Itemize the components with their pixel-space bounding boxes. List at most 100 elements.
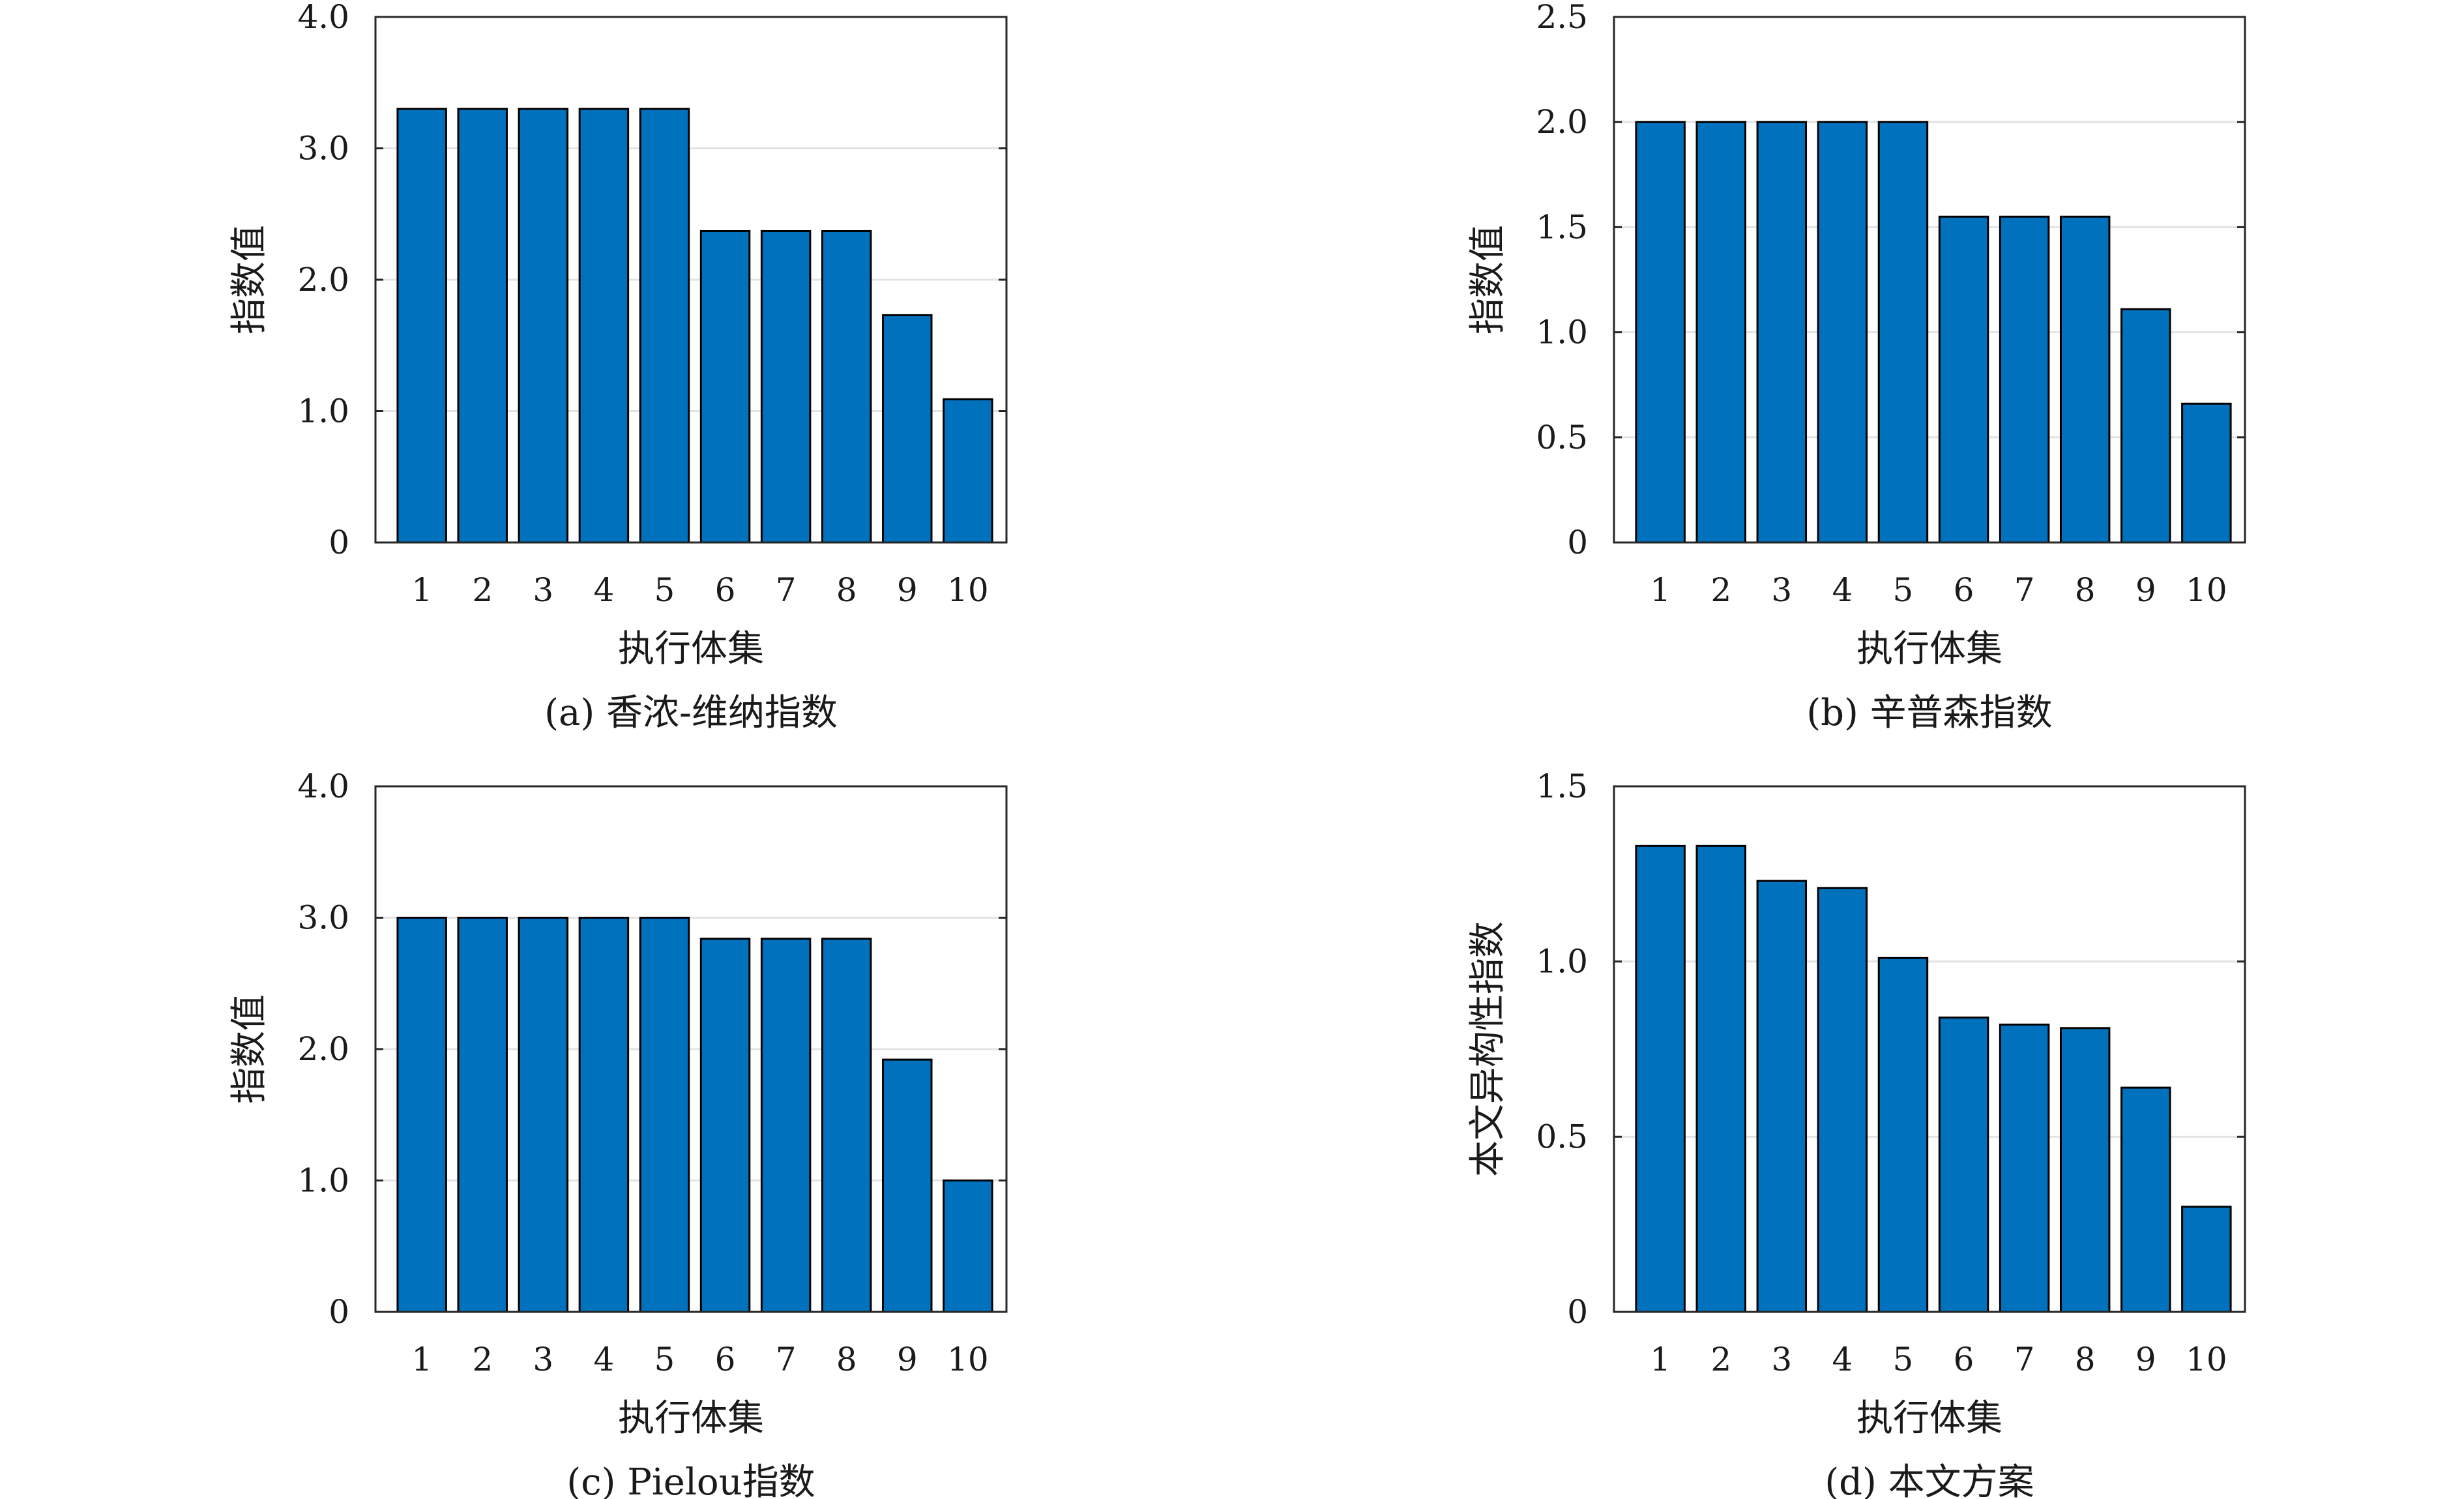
y-tick-label: 0.5 (1536, 419, 1588, 456)
x-tick-label: 7 (776, 1341, 797, 1378)
y-tick-label: 1.0 (297, 1162, 349, 1200)
y-tick-label: 1.5 (1536, 767, 1588, 805)
x-tick-label: 2 (1710, 571, 1731, 609)
bar-4 (1817, 887, 1868, 1313)
x-tick-label: 7 (2014, 571, 2035, 609)
x-tick-label: 5 (654, 571, 675, 609)
bar-6 (1938, 215, 1989, 544)
bar-7 (1999, 1023, 2050, 1313)
bar-3 (518, 917, 569, 1313)
y-tick-label: 2.5 (1536, 0, 1588, 36)
bar-10 (2181, 1206, 2232, 1313)
x-tick-label: 8 (2075, 571, 2096, 609)
x-tick-label: 10 (947, 571, 989, 609)
x-tick-label: 3 (1771, 571, 1792, 609)
bar-4 (578, 917, 630, 1313)
bar-2 (457, 108, 508, 544)
x-tick-label: 4 (593, 571, 614, 609)
bar-5 (639, 108, 690, 544)
bar-10 (2181, 402, 2232, 544)
bar-9 (882, 314, 933, 544)
y-axis-label: 本文异构性指数 (1467, 921, 1509, 1177)
bar-5 (1877, 121, 1929, 544)
x-tick-label: 7 (776, 571, 797, 609)
bar-4 (1817, 121, 1868, 544)
x-axis-label: 执行体集 (618, 1397, 764, 1440)
bar-7 (760, 230, 812, 544)
y-tick-label: 2.0 (297, 261, 349, 299)
bar-5 (639, 917, 690, 1313)
axes-frame (1613, 785, 2246, 1313)
x-tick-label: 8 (2075, 1341, 2096, 1378)
bar-2 (1695, 844, 1746, 1313)
y-tick-label: 1.5 (1536, 208, 1588, 246)
x-tick-label: 7 (2014, 1341, 2035, 1378)
x-tick-label: 4 (1832, 571, 1853, 609)
x-axis-label: 执行体集 (618, 628, 764, 670)
bar-6 (699, 938, 751, 1313)
x-tick-label: 4 (1832, 1341, 1853, 1378)
bar-8 (2059, 1027, 2111, 1313)
subfigure-caption: (d) 本文方案 (1825, 1461, 2034, 1499)
bar-8 (2059, 215, 2111, 544)
bar-6 (699, 230, 751, 544)
y-tick-label: 3.0 (297, 899, 349, 937)
y-axis-label: 指数值 (1467, 225, 1509, 334)
x-axis-label: 执行体集 (1856, 628, 2002, 670)
y-tick-label: 0.5 (1536, 1118, 1588, 1155)
x-tick-label: 6 (715, 1341, 736, 1378)
x-tick-label: 2 (1710, 1341, 1731, 1378)
bar-1 (396, 108, 447, 544)
x-tick-label: 6 (715, 571, 736, 609)
x-tick-label: 6 (1954, 1341, 1974, 1378)
x-tick-label: 9 (2135, 1341, 2156, 1378)
bar-10 (943, 398, 993, 544)
x-tick-label: 9 (897, 1341, 918, 1378)
bar-7 (760, 938, 812, 1313)
x-tick-label: 3 (533, 571, 553, 609)
x-tick-label: 1 (411, 1341, 432, 1378)
bar-9 (2120, 1086, 2171, 1313)
x-tick-label: 10 (2186, 571, 2227, 609)
axes-frame (1613, 16, 2246, 544)
bar-2 (1695, 121, 1746, 544)
x-tick-label: 1 (1650, 571, 1671, 609)
x-tick-label: 3 (533, 1341, 553, 1378)
x-tick-label: 5 (654, 1341, 675, 1378)
x-tick-label: 5 (1893, 1341, 1914, 1378)
bar-10 (943, 1180, 993, 1313)
bar-1 (396, 917, 447, 1313)
x-tick-label: 1 (1650, 1341, 1671, 1378)
y-tick-label: 0 (1567, 1293, 1588, 1331)
subfigure-caption: (b) 辛普森指数 (1806, 692, 2052, 734)
x-tick-label: 9 (2135, 571, 2156, 609)
y-tick-label: 0 (329, 1293, 349, 1331)
x-tick-label: 6 (1954, 571, 1974, 609)
y-tick-label: 0 (329, 524, 349, 561)
y-tick-label: 2.0 (1536, 103, 1588, 141)
bar-6 (1938, 1017, 1989, 1313)
y-tick-label: 2.0 (297, 1030, 349, 1068)
bar-3 (1756, 121, 1808, 544)
subfigure-caption: (c) Pielou指数 (566, 1461, 815, 1499)
y-tick-label: 0 (1567, 524, 1588, 561)
subfigure-caption: (a) 香浓-维纳指数 (544, 692, 838, 734)
x-axis-label: 执行体集 (1856, 1397, 2002, 1440)
bar-1 (1635, 121, 1686, 544)
y-tick-label: 4.0 (297, 0, 349, 36)
y-tick-label: 1.0 (297, 393, 349, 430)
x-tick-label: 5 (1893, 571, 1914, 609)
x-tick-label: 10 (947, 1341, 989, 1378)
bar-3 (518, 108, 569, 544)
bar-2 (457, 917, 508, 1313)
bar-3 (1756, 880, 1808, 1313)
x-tick-label: 8 (836, 1341, 857, 1378)
bar-7 (1999, 215, 2050, 544)
x-tick-label: 1 (411, 571, 432, 609)
bar-9 (2120, 308, 2171, 544)
y-axis-label: 指数值 (228, 994, 271, 1104)
